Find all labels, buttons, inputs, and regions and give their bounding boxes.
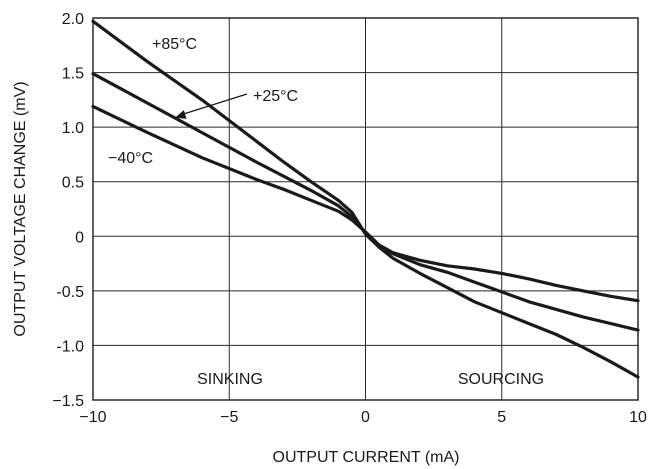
annotation-arrow-head xyxy=(174,110,187,119)
y-tick-label: −1.5 xyxy=(52,393,84,410)
label-sourcing: SOURCING xyxy=(458,371,544,388)
label-minus-40c: −40°C xyxy=(108,150,153,167)
label-plus-25c: +25°C xyxy=(253,88,298,105)
series-line-0 xyxy=(91,19,640,379)
plot-frame xyxy=(92,17,639,401)
annotation-arrow xyxy=(180,93,248,116)
y-tick-label: 2.0 xyxy=(62,11,84,28)
y-tick-label: -0.5 xyxy=(56,284,84,301)
y-tick-label: -1.0 xyxy=(56,338,84,355)
y-tick-label: 1.0 xyxy=(62,120,84,137)
y-tick-label: 0 xyxy=(75,229,84,246)
series-layer xyxy=(91,19,640,379)
x-tick-label: 5 xyxy=(497,409,506,426)
x-tick-label: −10 xyxy=(79,409,106,426)
x-tick-label: −5 xyxy=(220,409,238,426)
x-axis-title: OUTPUT CURRENT (mA) xyxy=(273,449,460,466)
x-tick-label: 0 xyxy=(361,409,370,426)
y-tick-label: 1.5 xyxy=(62,66,84,83)
x-tick-label: 10 xyxy=(629,409,647,426)
grid xyxy=(93,18,638,400)
series-line-2 xyxy=(91,104,640,303)
label-sinking: SINKING xyxy=(197,371,263,388)
tick-labels: −10 −5 0 5 10 2.0 1.5 1.0 0.5 0 -0.5 -1.0 −1.5 xyxy=(52,11,647,426)
label-plus-85c: +85°C xyxy=(152,36,197,53)
y-tick-label: 0.5 xyxy=(62,175,84,192)
y-axis-title: OUTPUT VOLTAGE CHANGE (mV) xyxy=(12,81,29,336)
